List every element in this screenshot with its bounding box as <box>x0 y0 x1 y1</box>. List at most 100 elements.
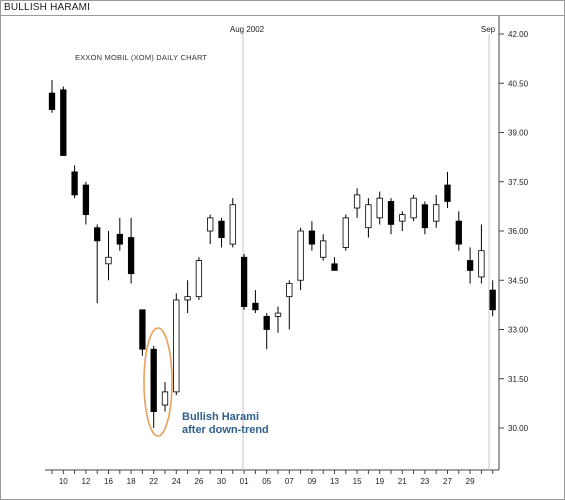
candle <box>365 198 372 238</box>
candle <box>60 86 67 156</box>
candle <box>252 290 259 314</box>
candle-body-bearish <box>444 184 451 202</box>
month-label-aug: Aug 2002 <box>230 25 265 34</box>
candle <box>150 345 157 428</box>
x-tick-label: 21 <box>398 477 407 486</box>
x-tick-label: 15 <box>353 477 362 486</box>
candle-body-bearish <box>94 227 101 242</box>
candle <box>263 313 270 350</box>
x-tick-label: 01 <box>240 477 249 486</box>
x-tick-label: 13 <box>330 477 339 486</box>
candle <box>376 191 383 225</box>
y-axis-ticks: 42.00 40.50 39.00 37.50 36.00 34.50 33.00 31.50… <box>499 30 529 433</box>
y-tick-label: 42.00 <box>508 30 529 39</box>
title-bar: BULLISH HARAMI <box>1 1 564 16</box>
y-tick-label: 40.50 <box>508 79 529 88</box>
candle <box>127 217 135 284</box>
candle-body-bullish <box>286 283 293 298</box>
candle-body-bearish <box>240 256 248 307</box>
candle-body-bullish <box>353 194 361 209</box>
candle-body-bullish <box>376 197 383 219</box>
candle-body-bearish <box>308 230 316 245</box>
candle <box>48 79 56 113</box>
candle-body-bullish <box>433 204 440 222</box>
candle-body-bearish <box>82 184 90 215</box>
x-tick-label: 12 <box>81 477 90 486</box>
candle <box>184 280 191 314</box>
candle <box>274 306 282 333</box>
candle <box>387 198 395 235</box>
candle-body-bearish <box>263 315 270 330</box>
x-tick-label: 19 <box>375 477 384 486</box>
x-tick-label: 27 <box>443 477 452 486</box>
candle-body-bearish <box>387 201 395 225</box>
y-tick-label: 31.50 <box>508 375 529 384</box>
candle <box>342 214 349 251</box>
chart-subtitle: EXXON MOBIL (XOM) DAILY CHART <box>75 53 207 62</box>
candle <box>331 257 338 271</box>
candle-body-bearish <box>60 89 67 156</box>
candle-body-bullish <box>297 230 304 281</box>
x-tick-label: 24 <box>172 477 181 486</box>
candle-body-bearish <box>252 302 259 311</box>
y-tick-label: 36.00 <box>508 227 529 236</box>
candle-body-bearish <box>48 92 56 110</box>
candle <box>71 165 78 199</box>
candle-body-bullish <box>410 197 417 219</box>
x-tick-label: 07 <box>285 477 294 486</box>
candle-body-bearish <box>71 171 78 196</box>
candle <box>94 224 101 304</box>
candle <box>410 194 417 222</box>
candle-body-bullish <box>320 240 327 258</box>
candle <box>82 181 90 225</box>
candle <box>444 171 451 209</box>
x-tick-label: 16 <box>104 477 113 486</box>
candle <box>433 194 440 228</box>
candle <box>139 309 146 356</box>
candle <box>489 280 496 317</box>
candle <box>353 188 361 218</box>
candle <box>308 221 316 251</box>
y-tick-label: 39.00 <box>508 129 529 138</box>
candle <box>229 198 236 248</box>
candle-body-bullish <box>342 217 349 248</box>
candle <box>455 211 462 251</box>
candle <box>399 211 406 231</box>
highlight-ellipse <box>143 327 173 437</box>
candle-body-bearish <box>218 220 225 238</box>
candle <box>478 224 485 284</box>
x-tick-label: 05 <box>262 477 271 486</box>
y-tick-label: 33.00 <box>508 326 529 335</box>
window-title: BULLISH HARAMI <box>4 2 91 13</box>
candle-body-bullish <box>195 260 203 298</box>
candle-body-bearish <box>489 289 496 311</box>
x-tick-label: 23 <box>420 477 429 486</box>
candle-body-bearish <box>127 237 135 275</box>
x-tick-label: 22 <box>149 477 158 486</box>
x-tick-label: 30 <box>217 477 226 486</box>
candle <box>207 214 214 245</box>
x-tick-label: 18 <box>127 477 136 486</box>
candle-body-bearish <box>466 260 474 271</box>
annotation-line-1: Bullish Harami <box>182 411 259 423</box>
y-tick-label: 34.50 <box>508 276 529 285</box>
candle <box>173 293 180 396</box>
candle <box>320 234 327 261</box>
candle-body-bearish <box>331 263 338 271</box>
candle-body-bearish <box>139 309 146 350</box>
candle-body-bullish <box>105 256 112 265</box>
candle <box>286 280 293 330</box>
candle-body-bullish <box>207 217 214 232</box>
candles <box>48 79 496 428</box>
candle <box>297 227 304 291</box>
y-tick-label: 30.00 <box>508 424 529 433</box>
candle <box>466 247 474 284</box>
x-tick-label: 09 <box>307 477 316 486</box>
candle <box>161 382 169 412</box>
candle-body-bullish <box>274 312 282 317</box>
candle-body-bearish <box>116 233 123 245</box>
x-tick-label: 26 <box>194 477 203 486</box>
candle-body-bearish <box>150 348 157 412</box>
